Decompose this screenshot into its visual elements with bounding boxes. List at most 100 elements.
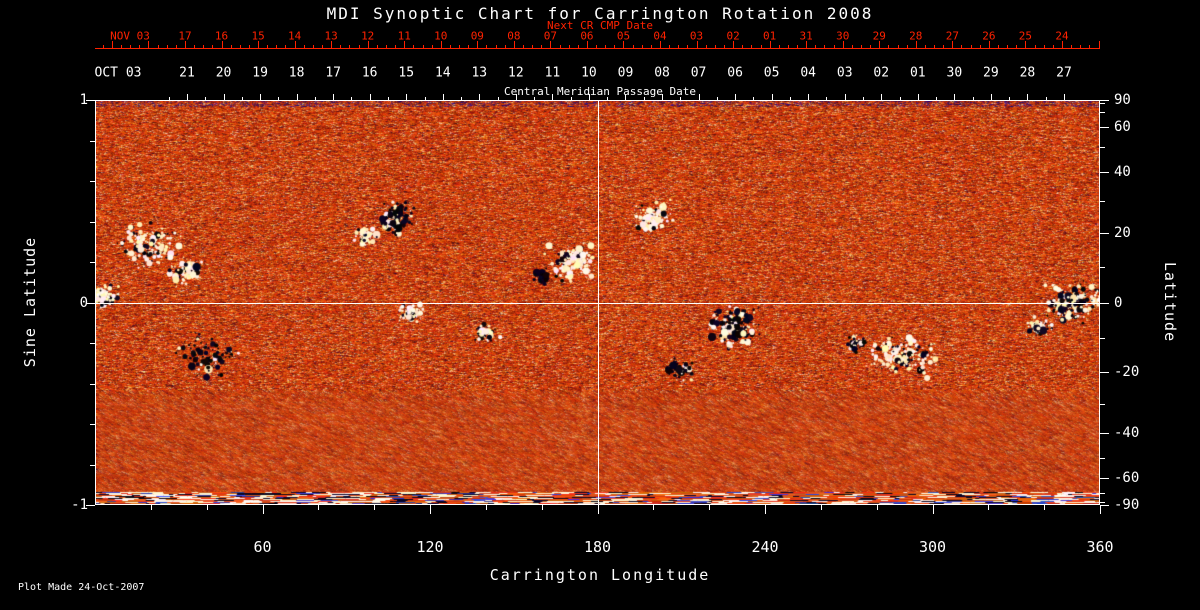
top-axis-red-tick: [276, 45, 278, 48]
top-axis-red-tick: [669, 45, 671, 48]
top-axis-white-tick-label: 18: [288, 65, 305, 81]
top-axis-red-tick-label: 15: [251, 29, 265, 43]
top-axis-red-tick: [815, 45, 817, 48]
top-axis-white-tick-label: 12: [508, 65, 524, 81]
top-axis-white-tick: [881, 94, 883, 100]
top-axis-white-minor-tick: [497, 97, 499, 100]
top-axis-red-tick: [1089, 45, 1091, 48]
top-axis-red-tick: [778, 45, 780, 48]
top-axis-white-minor-tick: [862, 97, 864, 100]
top-axis-red-tick-label: 25: [1018, 29, 1033, 43]
right-axis-tick-label: 40: [1114, 164, 1131, 181]
top-axis-red-tick: [943, 45, 945, 48]
top-axis-red-tick-label: 30: [836, 29, 850, 43]
top-axis-red-tick: [596, 45, 598, 48]
top-axis-red-tick-label: 02: [726, 29, 740, 43]
top-axis-red-tick: [897, 45, 899, 48]
top-axis-white-minor-tick: [534, 97, 536, 100]
right-axis-minor-tick: [1100, 147, 1105, 149]
top-axis-white-tick: [954, 94, 956, 100]
right-axis-minor-tick: [1100, 492, 1105, 494]
chart-title: MDI Synoptic Chart for Carrington Rotati…: [326, 4, 874, 23]
top-axis-red-tick: [449, 45, 451, 48]
top-axis-white-tick-label: 01: [909, 65, 926, 81]
top-axis-red-tick: [870, 45, 872, 48]
left-axis-tick: [86, 505, 95, 506]
top-axis-white-tick: [588, 94, 590, 100]
right-axis-minor-tick: [1100, 103, 1105, 105]
top-axis-red-tick: [586, 41, 588, 48]
top-axis-red-tick: [203, 45, 205, 48]
top-axis-red-tick: [385, 45, 387, 48]
top-axis-white-minor-tick: [753, 97, 755, 100]
top-axis-red-tick: [157, 45, 159, 48]
next-cr-cmp-date-axis-title: Next CR CMP Date: [547, 19, 653, 32]
top-axis-white-tick: [698, 94, 700, 100]
top-axis-red-tick: [459, 45, 461, 48]
top-axis-red-tick: [705, 45, 707, 48]
top-axis-red-tick: [148, 41, 150, 48]
top-axis-red-tick: [842, 41, 844, 48]
bottom-axis-tick: [318, 505, 320, 510]
top-axis-white-minor-tick: [461, 97, 463, 100]
bottom-axis-tick: [262, 505, 264, 514]
left-axis-minor-tick: [90, 262, 95, 263]
top-axis-red-tick: [258, 41, 260, 48]
top-axis-white-minor-tick: [607, 97, 609, 100]
top-axis-white-minor-tick: [168, 97, 170, 100]
right-axis-tick: [1100, 477, 1109, 479]
top-axis-red-tick: [121, 45, 123, 48]
top-axis-red-tick-label: 16: [214, 29, 229, 43]
top-axis-white-tick-label: 06: [727, 65, 743, 81]
top-axis-red-tick: [440, 41, 442, 48]
top-axis-red-tick: [185, 41, 186, 48]
top-axis-white-tick-label: 04: [800, 65, 816, 81]
top-axis-white-minor-tick: [899, 97, 901, 100]
top-axis-white-minor-tick: [789, 97, 791, 100]
top-axis-red-tick: [139, 45, 141, 48]
top-axis-red-tick: [1080, 45, 1082, 48]
top-axis-red-tick: [1034, 45, 1036, 48]
top-axis-red-tick: [285, 45, 287, 48]
top-axis-red-tick: [760, 45, 762, 48]
left-axis-tick: [86, 302, 95, 304]
bottom-axis-tick: [988, 505, 990, 510]
top-axis-white-tick-label: 19: [252, 65, 268, 81]
top-axis-red-tick: [541, 45, 543, 48]
top-axis-red-tick: [1052, 45, 1054, 48]
top-axis-red-tick-label: 27: [945, 29, 959, 43]
sine-latitude-axis-title: Sine Latitude: [21, 236, 39, 368]
top-axis-red-tick-label: 07: [543, 29, 558, 43]
top-axis-red-tick: [532, 45, 534, 48]
top-axis-red-tick: [577, 45, 579, 48]
top-axis-red-tick-label: 12: [361, 29, 375, 43]
top-axis-red-tick: [678, 45, 680, 48]
top-axis-white-minor-tick: [387, 97, 389, 100]
right-axis-tick: [1100, 172, 1109, 174]
bottom-axis-tick-label: 120: [416, 538, 444, 556]
top-axis-red-tick: [194, 45, 196, 48]
top-axis-white-tick: [1063, 94, 1065, 100]
top-axis-white-minor-tick: [1009, 97, 1011, 100]
top-axis-red-tick: [961, 45, 963, 48]
top-axis-red-tick: [175, 45, 177, 48]
top-axis-red-tick: [733, 41, 735, 48]
top-axis-red-tick: [915, 41, 917, 48]
top-axis-red-tick: [1061, 41, 1063, 48]
top-axis-red-tick: [431, 45, 433, 48]
top-axis-red-tick: [769, 41, 771, 48]
grid-line-equator: [95, 302, 1100, 304]
top-axis-red-tick-label: 17: [178, 29, 192, 43]
right-axis-minor-tick: [1100, 112, 1105, 114]
right-axis-tick-label: -60: [1114, 469, 1140, 486]
top-axis-red-tick: [751, 45, 753, 48]
top-axis-red-tick: [522, 45, 524, 48]
top-axis-red-tick: [879, 41, 881, 48]
right-axis-tick-label: 90: [1114, 92, 1131, 108]
top-axis-red-tick: [486, 45, 488, 48]
bottom-axis-tick: [653, 505, 655, 510]
left-axis-tick-label: 1: [79, 92, 88, 108]
bottom-axis-tick: [1044, 505, 1046, 510]
top-axis-white-tick: [990, 94, 992, 100]
top-axis-red-tick: [614, 45, 616, 48]
